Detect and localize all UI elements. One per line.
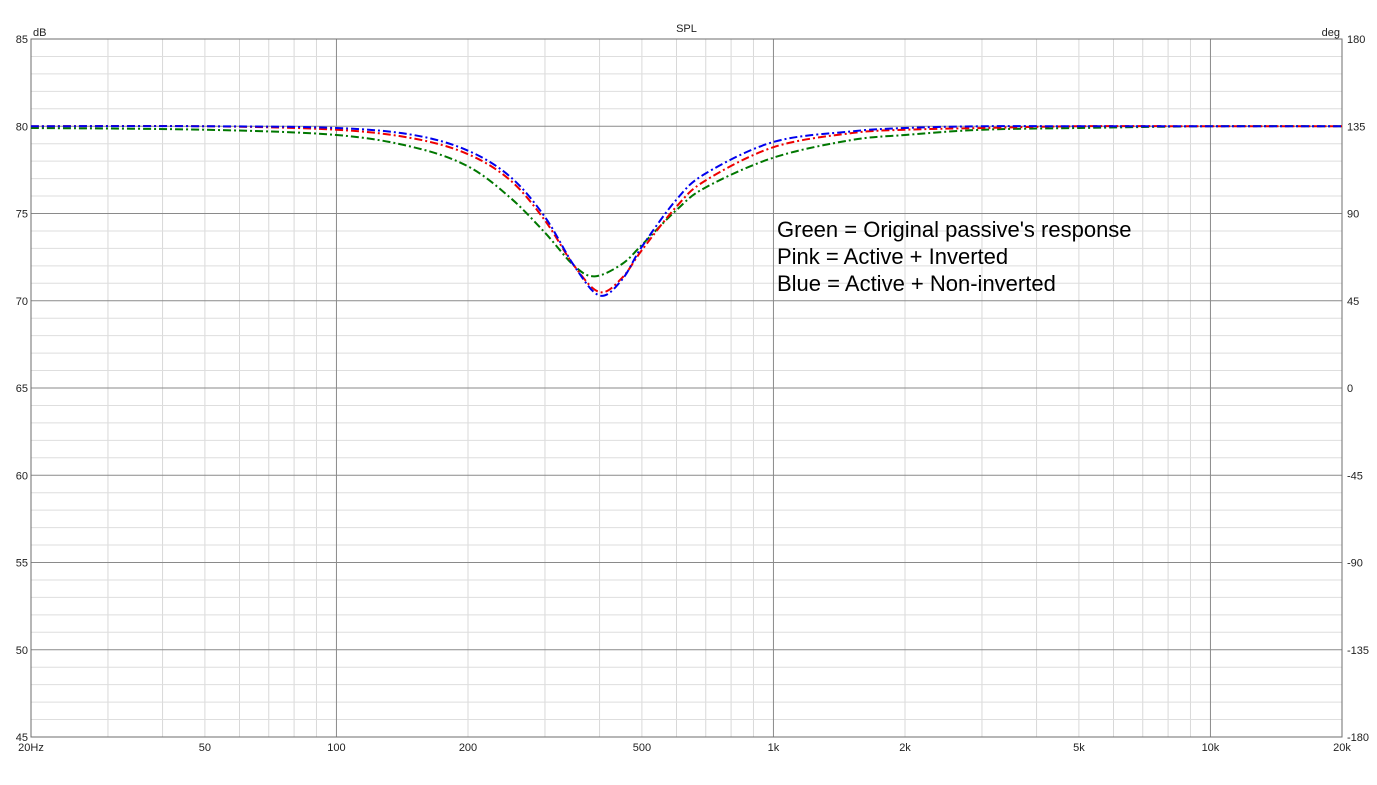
x-tick-label: 20k xyxy=(1333,742,1351,754)
series-line-red xyxy=(30,124,1342,294)
x-tick-label: 5k xyxy=(1073,742,1085,754)
y-tick-label-left: 75 xyxy=(16,209,28,221)
y-tick-label-left: 85 xyxy=(16,34,28,46)
y-tick-label-left: 65 xyxy=(16,383,28,395)
y-tick-label-right: -90 xyxy=(1347,558,1363,570)
x-tick-label: 500 xyxy=(633,742,651,754)
annotation-pink: Pink = Active + Inverted xyxy=(777,244,1008,269)
x-tick-label: 10k xyxy=(1202,742,1220,754)
y-tick-label-left: 45 xyxy=(16,732,28,744)
x-tick-label: 200 xyxy=(459,742,477,754)
series-line-blue xyxy=(30,125,1342,297)
y-tick-label-right: 135 xyxy=(1347,121,1365,133)
y-unit-left: dB xyxy=(33,27,46,39)
x-tick-label: 100 xyxy=(327,742,345,754)
y-tick-label-left: 60 xyxy=(16,470,28,482)
y-tick-label-left: 50 xyxy=(16,645,28,657)
plot-frame xyxy=(30,38,1343,738)
series-line-green xyxy=(30,125,1343,278)
y-tick-label-left: 55 xyxy=(16,558,28,570)
y-axis-left-ticks: 45 50 55 60 65 70 75 80 85 xyxy=(16,34,28,744)
annotation-blue: Blue = Active + Non-inverted xyxy=(777,271,1056,296)
y-unit-right: deg xyxy=(1322,27,1340,39)
x-tick-label: 50 xyxy=(199,742,211,754)
y-tick-label-right: 180 xyxy=(1347,34,1365,46)
y-tick-label-right: -45 xyxy=(1347,470,1363,482)
series-layer xyxy=(30,124,1343,297)
legend-annotation: Green = Original passive's response Pink… xyxy=(777,217,1132,296)
y-tick-label-left: 70 xyxy=(16,296,28,308)
y-tick-label-right: -180 xyxy=(1347,732,1369,744)
x-axis-ticks: 20Hz 50 100 200 500 1k 2k 5k 10k 20k xyxy=(18,742,1351,754)
chart-title: SPL xyxy=(676,23,697,35)
y-tick-label-right: -135 xyxy=(1347,645,1369,657)
y-axis-right-ticks: -180 -135 -90 -45 0 45 90 135 180 xyxy=(1347,34,1369,744)
y-tick-label-right: 90 xyxy=(1347,209,1359,221)
x-tick-label: 20Hz xyxy=(18,742,44,754)
y-tick-label-left: 80 xyxy=(16,121,28,133)
annotation-green: Green = Original passive's response xyxy=(777,217,1132,242)
x-tick-label: 2k xyxy=(899,742,911,754)
y-tick-label-right: 45 xyxy=(1347,296,1359,308)
y-tick-label-right: 0 xyxy=(1347,383,1353,395)
x-tick-label: 1k xyxy=(768,742,780,754)
